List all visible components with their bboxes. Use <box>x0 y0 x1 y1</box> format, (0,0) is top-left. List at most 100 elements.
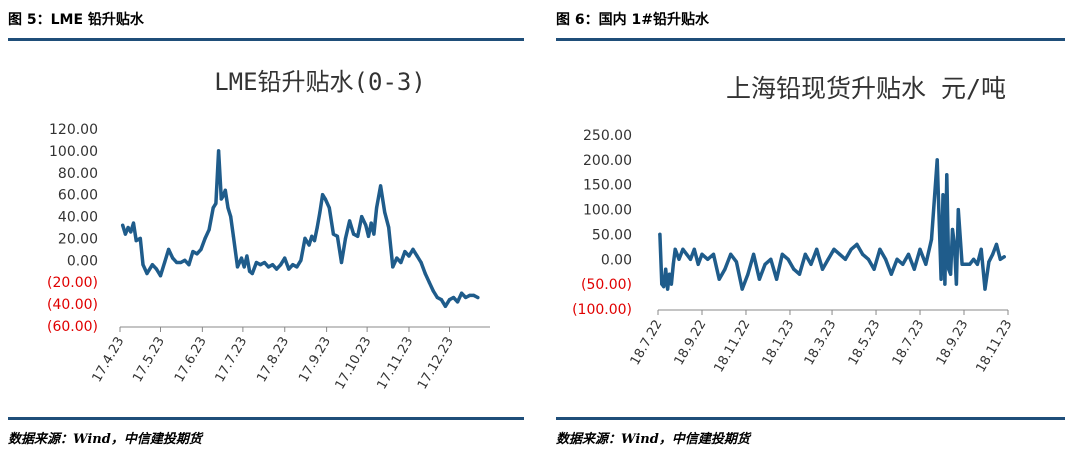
data-point <box>369 221 373 225</box>
x-tick-label: 18.11.23 <box>974 318 1016 376</box>
data-point <box>960 262 964 266</box>
data-point <box>889 272 893 276</box>
y-tick-label: 250.00 <box>583 128 632 144</box>
data-point <box>391 265 395 269</box>
data-point <box>191 250 195 254</box>
data-point <box>757 277 761 281</box>
data-point <box>154 267 159 271</box>
data-point <box>941 193 945 197</box>
y-tick-label: 80.00 <box>58 166 98 182</box>
data-point <box>315 225 319 230</box>
data-point <box>150 263 154 267</box>
lme-premium-chart: LME铅升贴水(0-3) 120.00 100.00 80.00 60.00 40.00 2… <box>47 68 490 393</box>
data-point <box>711 252 716 256</box>
series-line <box>120 149 480 309</box>
data-point <box>266 265 271 269</box>
data-point <box>411 247 415 251</box>
data-point <box>939 277 943 281</box>
data-point <box>447 298 452 302</box>
data-point <box>815 247 819 251</box>
data-point <box>310 234 314 238</box>
source-note: 数据来源：Wind，中信建投期货 <box>556 432 750 447</box>
data-point <box>283 256 287 260</box>
data-point <box>439 298 443 302</box>
data-point <box>658 232 662 236</box>
data-point <box>826 257 830 261</box>
data-point <box>419 260 423 265</box>
data-point <box>723 267 727 271</box>
data-point <box>803 252 807 256</box>
data-point <box>780 252 784 256</box>
data-point <box>407 254 411 258</box>
data-point <box>866 257 870 261</box>
source-note: 数据来源：Wind，中信建投期货 <box>8 432 202 447</box>
data-point <box>838 252 842 256</box>
data-point <box>832 247 836 251</box>
y-tick-label: (40.00) <box>47 297 98 313</box>
data-point <box>179 260 183 265</box>
x-tick-label: 18.3.23 <box>802 318 840 368</box>
data-point <box>994 242 999 246</box>
x-tick-label: 17.4.23 <box>90 335 128 385</box>
data-point <box>431 289 435 293</box>
data-point <box>968 262 972 266</box>
chart-title: LME铅升贴水(0-3) <box>214 68 426 96</box>
data-point <box>943 282 947 286</box>
x-tick-label: 17.8.23 <box>254 335 292 385</box>
figure-panel-right: 图 6：国内 1#铅升贴水 上海铅现货升贴水 元/吨 250.00 200.00 15… <box>548 0 1065 454</box>
y-tick-label: 20.00 <box>58 231 98 247</box>
data-point <box>387 225 391 230</box>
data-point <box>138 236 142 240</box>
y-tick-label: 60.00 <box>58 188 98 204</box>
data-point <box>183 258 187 262</box>
data-point <box>395 256 399 260</box>
y-tick-label: 0.00 <box>67 253 98 269</box>
data-point <box>199 247 203 251</box>
data-point <box>403 250 407 254</box>
data-point <box>339 260 344 265</box>
x-tick-label: 18.1.23 <box>760 318 798 368</box>
data-point <box>677 257 681 261</box>
data-point <box>360 215 364 219</box>
data-point <box>464 295 468 300</box>
data-point <box>849 247 853 251</box>
data-point <box>245 254 249 258</box>
x-tick-label: 17.6.23 <box>172 335 210 385</box>
data-point <box>664 267 668 271</box>
y-tick-label: 200.00 <box>583 153 632 169</box>
data-point <box>451 295 456 300</box>
data-point <box>669 282 673 286</box>
data-point <box>692 247 696 251</box>
data-point <box>258 263 262 267</box>
data-point <box>918 247 922 251</box>
data-point <box>924 262 928 266</box>
data-point <box>809 262 813 266</box>
data-point <box>456 300 460 304</box>
data-point <box>1002 255 1006 259</box>
data-point <box>476 295 480 300</box>
data-point <box>901 262 905 266</box>
data-point <box>242 265 246 269</box>
data-point <box>399 260 403 265</box>
data-point <box>226 206 230 210</box>
x-tick-label: 17.10.23 <box>333 335 375 393</box>
data-point <box>223 188 227 192</box>
figure-panel-left: 图 5：LME 铅升贴水 LME铅升贴水(0-3) 120.00 100.00 80.… <box>0 0 524 454</box>
data-point <box>878 247 882 251</box>
data-point <box>141 263 145 267</box>
data-point <box>855 242 859 246</box>
x-tick-label: 17.12.23 <box>415 335 457 393</box>
y-tick-label: (100.00) <box>572 302 632 318</box>
data-point <box>303 236 307 240</box>
y-tick-label: (50.00) <box>581 277 632 293</box>
data-point <box>820 267 825 271</box>
y-tick-label: 100.00 <box>583 203 632 219</box>
y-tick-label: 120.00 <box>49 122 98 138</box>
data-point <box>372 232 376 236</box>
data-point <box>383 210 387 214</box>
caption-rule <box>8 38 524 41</box>
data-point <box>472 293 476 297</box>
data-point <box>335 234 339 238</box>
data-point <box>158 274 163 278</box>
data-point <box>956 208 960 212</box>
